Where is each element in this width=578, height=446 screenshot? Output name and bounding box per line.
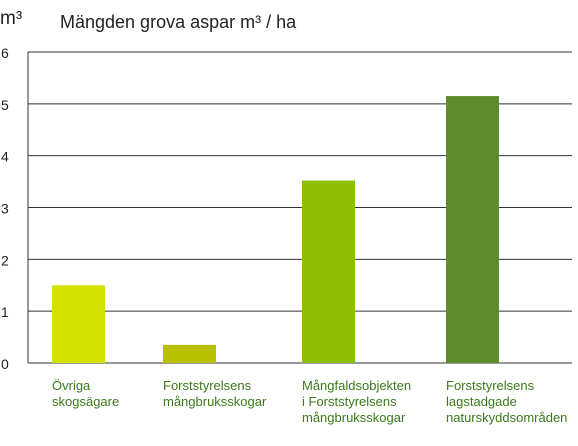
bar-3 — [302, 180, 355, 363]
y-tick-label-5: 5 — [1, 97, 9, 113]
y-tick-label-0: 0 — [1, 356, 9, 372]
y-tick-label-3: 3 — [1, 201, 9, 217]
x-category-label-2: Forststyrelsens mångbruksskogar — [163, 378, 267, 409]
y-tick-label-6: 6 — [1, 45, 9, 61]
bar-4 — [446, 96, 499, 363]
x-category-label-4: Forststyrelsens lagstadgade naturskyddso… — [446, 378, 568, 425]
bar-1 — [52, 285, 105, 363]
y-tick-label-4: 4 — [1, 149, 9, 165]
chart-title: Mängden grova aspar m³ / ha — [60, 12, 297, 32]
y-tick-label-1: 1 — [1, 304, 9, 320]
bar-2 — [163, 344, 216, 363]
x-category-label-1: Övriga skogsägare — [52, 378, 120, 409]
x-category-label-3: Mångfaldsobjekten i Forststyrelsens mång… — [302, 378, 412, 425]
y-tick-label-2: 2 — [1, 252, 9, 268]
y-axis-unit-label: m³ — [0, 8, 23, 29]
